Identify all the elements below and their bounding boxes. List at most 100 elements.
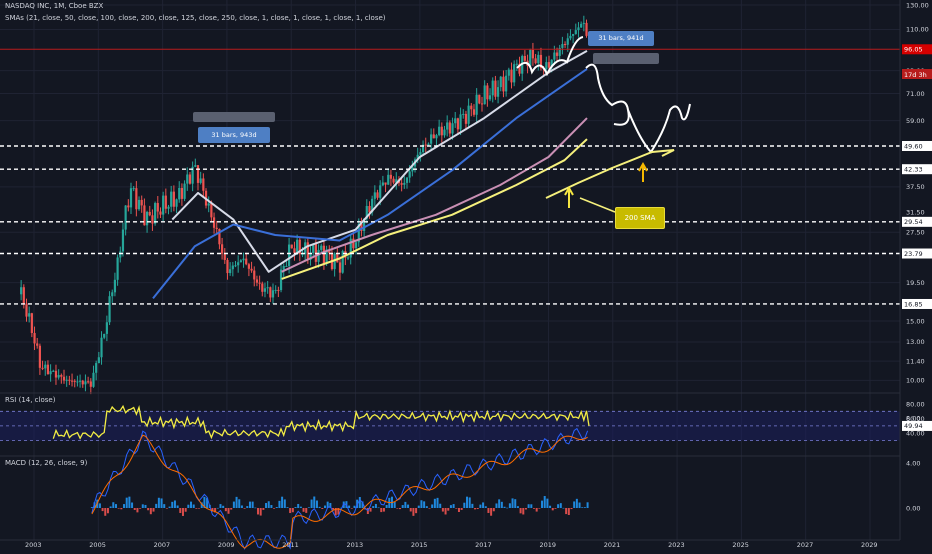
macd-hist-bar [286,507,289,508]
drawn-arrow-2 [638,161,648,182]
candle-up [119,251,122,258]
candle-down [518,63,521,74]
time-tick-label: 2003 [25,541,42,549]
macd-hist-bar [101,508,104,512]
macd-hist-bar [466,496,469,508]
candle-up [346,257,350,259]
symbol-title: NASDAQ INC, 1M, Cboe BZX [5,2,104,10]
level-tag [902,248,932,259]
candle-up [296,239,299,254]
macd-hist-bar [380,508,383,513]
candle-up [454,118,457,124]
macd-hist-bar [230,508,233,510]
macd-hist-bar [214,508,217,513]
price-tick-label: 27.50 [906,229,925,237]
macd-hist-bar [195,508,198,509]
candle-up [421,144,425,153]
macd-hist-bar [583,507,586,508]
price-levels [0,48,900,305]
macd-hist-bar [275,506,278,508]
price-tick-label: 71.00 [906,90,925,98]
macd-hist-bar [176,505,179,508]
candle-up [521,56,524,74]
candle-up [234,265,237,267]
macd-hist-bar [532,508,535,509]
macd-hist-bar [468,497,471,508]
candle-down [494,80,497,97]
macd-hist-bar [307,507,310,508]
candle-down [261,283,264,292]
candle-up [499,76,502,88]
candle-down [470,105,473,110]
candle-up [411,166,414,172]
macd-hist-bar [90,507,93,508]
macd-hist-bar [243,508,246,509]
candle-up [582,22,585,24]
level-tag [902,140,932,151]
sma-line [152,68,588,300]
rsi-panel [0,392,900,441]
candle-up [475,94,478,115]
time-tick-label: 2015 [411,541,428,549]
macd-hist-bar [262,508,265,510]
macd-hist-bar [519,508,522,514]
candle-down [215,227,218,229]
candle-up [76,381,79,383]
macd-hist-bar [123,504,126,508]
macd-hist-bar [289,508,292,514]
candle-up [550,59,553,68]
candle-up [207,203,210,206]
candle-up [459,114,462,130]
rsi-title: RSI (14, close) [5,396,56,404]
candle-up [229,269,232,274]
macd-hist-bar [326,501,329,508]
macd-hist-bar [211,508,214,512]
candle-up [145,211,149,226]
candle-up [44,364,47,369]
price-axis-bg [900,0,932,550]
candle-down [368,205,371,213]
countdown-label: 17d 3h [904,71,927,79]
candle-down [269,287,272,298]
candle-down [247,264,250,269]
candle-up [446,122,449,130]
macd-hist-bar [117,508,120,509]
candle-up [317,249,320,262]
candle-up [237,262,240,266]
price-tick-label: 15.00 [906,317,925,325]
macd-hist-bar [240,505,243,508]
sma-line [281,117,588,273]
candle-up [491,80,494,96]
macd-hist-bar [500,501,503,508]
candle-down [196,165,200,183]
candle-up [266,287,269,289]
candle-down [523,56,526,61]
time-tick-label: 2017 [475,541,492,549]
candle-up [416,154,419,160]
macd-hist-bar [423,501,426,508]
level-tag-label: 42.33 [904,165,923,173]
candle-up [387,174,390,185]
macd-hist-bar [235,496,238,508]
macd-hist-bar [329,503,332,508]
macd-hist-bar [248,501,251,508]
candle-down [172,191,175,207]
level-tag-label: 29.54 [904,218,923,226]
candle-down [258,282,261,284]
candle-up [496,87,500,97]
candle-down [255,279,259,283]
time-tick-label: 2013 [347,541,364,549]
candle-down [277,289,280,291]
candle-down [70,380,74,382]
macd-hist-bar [436,497,439,508]
macd-tick-label: 8.00 [906,415,920,423]
macd-hist-bar [155,503,158,508]
macd-hist-bar [479,504,482,508]
macd-hist-bar [578,502,581,508]
macd-hist-bar [417,505,420,508]
macd-hist-bar [184,508,187,512]
macd-hist-bar [527,504,530,508]
